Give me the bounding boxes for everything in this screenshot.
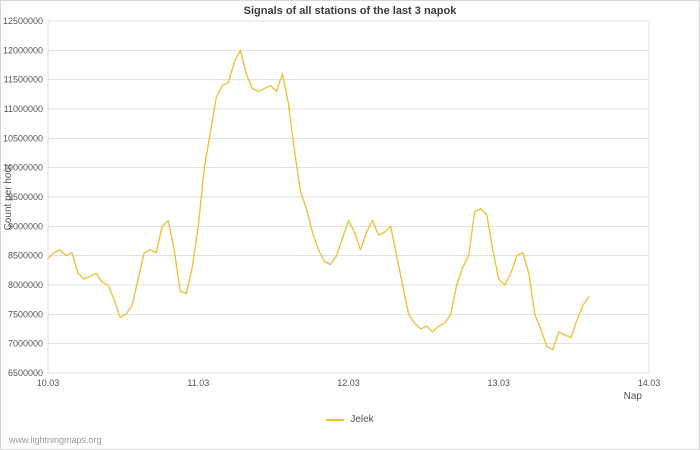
svg-text:12.03: 12.03 xyxy=(337,378,360,388)
svg-text:8000000: 8000000 xyxy=(8,280,43,290)
svg-text:14.03: 14.03 xyxy=(638,378,661,388)
line-chart: 6500000 7000000 7500000 8000000 8500000 90000… xyxy=(3,16,660,402)
svg-text:12000000: 12000000 xyxy=(3,45,43,55)
svg-text:10000000: 10000000 xyxy=(3,163,43,173)
svg-text:8500000: 8500000 xyxy=(8,251,43,261)
x-axis-label: Nap xyxy=(624,391,643,402)
legend-series-label: Jelek xyxy=(350,414,374,425)
svg-text:11500000: 11500000 xyxy=(4,75,43,85)
svg-text:9500000: 9500000 xyxy=(8,192,43,202)
legend-swatch xyxy=(326,418,345,421)
svg-text:11000000: 11000000 xyxy=(4,104,43,114)
svg-text:12500000: 12500000 xyxy=(3,16,43,26)
chart-title: Signals of all stations of the last 3 na… xyxy=(243,5,457,17)
svg-text:11.03: 11.03 xyxy=(187,378,209,388)
svg-text:6500000: 6500000 xyxy=(8,368,43,378)
plot-layer: 6500000 7000000 7500000 8000000 8500000 90000… xyxy=(3,16,660,388)
svg-text:9000000: 9000000 xyxy=(8,221,43,231)
legend: Jelek xyxy=(1,414,699,425)
svg-text:10500000: 10500000 xyxy=(3,133,43,143)
svg-text:13.03: 13.03 xyxy=(488,378,511,388)
svg-text:7500000: 7500000 xyxy=(8,309,43,319)
svg-text:7000000: 7000000 xyxy=(8,339,43,349)
y-axis-label: Count per hour xyxy=(3,163,14,230)
watermark-text: www.lightningmaps.org xyxy=(9,435,102,445)
svg-text:10.03: 10.03 xyxy=(37,378,60,388)
